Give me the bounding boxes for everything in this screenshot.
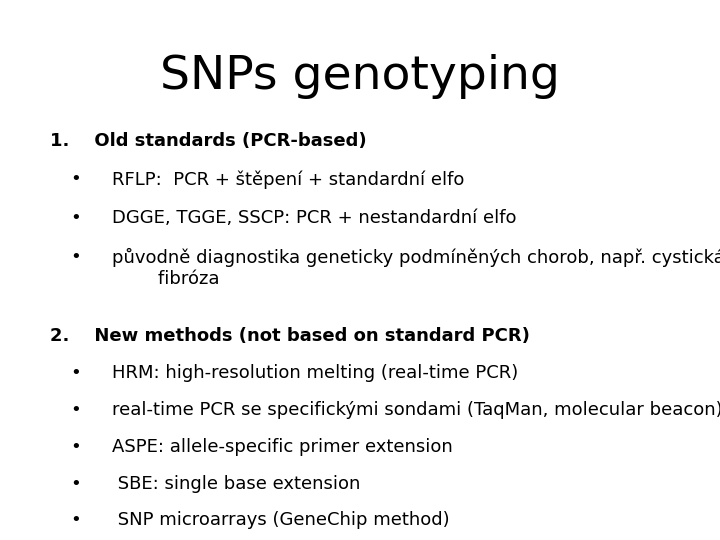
Text: SNP microarrays (GeneChip method): SNP microarrays (GeneChip method) [112,511,449,529]
Text: •: • [71,511,81,529]
Text: ASPE: allele-specific primer extension: ASPE: allele-specific primer extension [112,438,452,456]
Text: SNPs genotyping: SNPs genotyping [160,54,560,99]
Text: RFLP:  PCR + štěpení + standardní elfo: RFLP: PCR + štěpení + standardní elfo [112,170,464,188]
Text: real-time PCR se specifickými sondami (TaqMan, molecular beacon): real-time PCR se specifickými sondami (T… [112,401,720,419]
Text: DGGE, TGGE, SSCP: PCR + nestandardní elfo: DGGE, TGGE, SSCP: PCR + nestandardní elf… [112,209,516,227]
Text: •: • [71,209,81,227]
Text: 1.    Old standards (PCR-based): 1. Old standards (PCR-based) [50,132,367,150]
Text: •: • [71,364,81,382]
Text: •: • [71,248,81,266]
Text: •: • [71,401,81,419]
Text: •: • [71,475,81,492]
Text: •: • [71,438,81,456]
Text: •: • [71,170,81,188]
Text: 2.    New methods (not based on standard PCR): 2. New methods (not based on standard PC… [50,327,530,345]
Text: HRM: high-resolution melting (real-time PCR): HRM: high-resolution melting (real-time … [112,364,518,382]
Text: původně diagnostika geneticky podmíněných chorob, např. cystická
        fibróza: původně diagnostika geneticky podmíněnýc… [112,248,720,288]
Text: SBE: single base extension: SBE: single base extension [112,475,360,492]
